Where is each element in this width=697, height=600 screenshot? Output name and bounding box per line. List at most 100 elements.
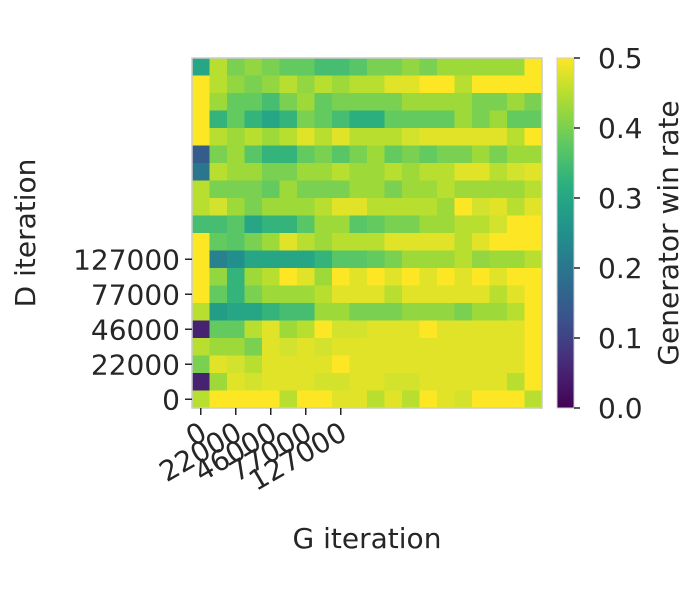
heatmap-cell bbox=[437, 110, 456, 129]
heatmap-cell bbox=[507, 180, 526, 199]
heatmap-cell bbox=[349, 163, 368, 182]
heatmap-cell bbox=[314, 373, 333, 392]
heatmap-cell bbox=[279, 355, 298, 374]
heatmap-cell bbox=[314, 285, 333, 304]
heatmap-cell bbox=[227, 145, 246, 164]
heatmap-cell bbox=[384, 233, 403, 252]
heatmap-cell bbox=[279, 215, 298, 234]
heatmap-cell bbox=[279, 373, 298, 392]
colorbar-ticks: 0.0 0.1 0.2 0.3 0.4 0.5 bbox=[574, 42, 643, 425]
heatmap-cell bbox=[384, 285, 403, 304]
heatmap-cell bbox=[489, 163, 508, 182]
heatmap-cell bbox=[209, 128, 228, 147]
heatmap-cell bbox=[472, 390, 491, 409]
heatmap-cell bbox=[472, 233, 491, 252]
heatmap-cell bbox=[297, 145, 316, 164]
heatmap-cell bbox=[437, 373, 456, 392]
heatmap-cell bbox=[279, 128, 298, 147]
heatmap-cell bbox=[279, 93, 298, 112]
heatmap-cell bbox=[332, 268, 351, 287]
heatmap-cell bbox=[367, 163, 386, 182]
heatmap-cell bbox=[472, 180, 491, 199]
heatmap-cell bbox=[437, 180, 456, 199]
heatmap-cell bbox=[332, 58, 351, 77]
heatmap-cell bbox=[297, 338, 316, 357]
heatmap-cell bbox=[367, 58, 386, 77]
heatmap-cell bbox=[472, 250, 491, 269]
heatmap-cell bbox=[402, 93, 421, 112]
heatmap-cell bbox=[227, 355, 246, 374]
heatmap-cell bbox=[227, 180, 246, 199]
heatmap-cell bbox=[227, 110, 246, 129]
heatmap-cell bbox=[489, 180, 508, 199]
heatmap-cell bbox=[297, 93, 316, 112]
heatmap-cell bbox=[489, 128, 508, 147]
heatmap-cell bbox=[419, 215, 438, 234]
heatmap-cell bbox=[489, 93, 508, 112]
heatmap-cell bbox=[367, 285, 386, 304]
heatmap-cell bbox=[367, 250, 386, 269]
heatmap-cell bbox=[472, 303, 491, 322]
heatmap-cell bbox=[227, 285, 246, 304]
heatmap-cell bbox=[507, 285, 526, 304]
heatmap-cell bbox=[244, 390, 263, 409]
heatmap-cell bbox=[332, 250, 351, 269]
colorbar bbox=[556, 57, 575, 409]
heatmap-cell bbox=[524, 338, 543, 357]
heatmap-cell bbox=[244, 303, 263, 322]
heatmap-cell bbox=[227, 163, 246, 182]
heatmap-cell bbox=[402, 233, 421, 252]
colorbar-tick-label: 0.2 bbox=[598, 252, 643, 285]
heatmap-cell bbox=[262, 128, 281, 147]
colorbar-tick-label: 0.4 bbox=[598, 112, 643, 145]
heatmap-cell bbox=[402, 128, 421, 147]
heatmap-cell bbox=[437, 303, 456, 322]
heatmap-cell bbox=[489, 198, 508, 217]
heatmap-cell bbox=[297, 320, 316, 339]
heatmap-cell bbox=[192, 110, 211, 129]
heatmap-cell bbox=[472, 198, 491, 217]
heatmap-cell bbox=[314, 75, 333, 94]
heatmap-cell bbox=[367, 320, 386, 339]
heatmap-cell bbox=[332, 198, 351, 217]
heatmap-cell bbox=[262, 75, 281, 94]
heatmap-cell bbox=[227, 93, 246, 112]
y-tick-label: 0 bbox=[162, 383, 180, 416]
heatmap-cell bbox=[384, 58, 403, 77]
heatmap-cell bbox=[209, 373, 228, 392]
heatmap-cell bbox=[349, 268, 368, 287]
y-tick-label: 46000 bbox=[91, 313, 180, 346]
heatmap-cell bbox=[384, 163, 403, 182]
heatmap-cell bbox=[507, 268, 526, 287]
heatmap-cell bbox=[489, 110, 508, 129]
heatmap-cell bbox=[314, 338, 333, 357]
heatmap-cell bbox=[437, 163, 456, 182]
heatmap-cell bbox=[507, 58, 526, 77]
heatmap-cell bbox=[402, 250, 421, 269]
heatmap-cell bbox=[524, 373, 543, 392]
heatmap-cell bbox=[314, 58, 333, 77]
y-tick-label: 77000 bbox=[91, 278, 180, 311]
heatmap-cell bbox=[367, 110, 386, 129]
heatmap-cell bbox=[454, 285, 473, 304]
heatmap-cell bbox=[454, 303, 473, 322]
heatmap-cell bbox=[507, 233, 526, 252]
heatmap-cell bbox=[489, 390, 508, 409]
heatmap-cell bbox=[507, 110, 526, 129]
heatmap-cell bbox=[524, 180, 543, 199]
heatmap-cell bbox=[419, 320, 438, 339]
heatmap-cell bbox=[279, 285, 298, 304]
heatmap-cell bbox=[384, 303, 403, 322]
heatmap-cell bbox=[367, 268, 386, 287]
heatmap-cell bbox=[192, 390, 211, 409]
heatmap-cell bbox=[437, 233, 456, 252]
heatmap-cell bbox=[367, 128, 386, 147]
heatmap-cell bbox=[384, 198, 403, 217]
heatmap-cell bbox=[244, 268, 263, 287]
heatmap-cell bbox=[314, 390, 333, 409]
heatmap-cell bbox=[524, 75, 543, 94]
heatmap-cell bbox=[419, 145, 438, 164]
heatmap-cell bbox=[262, 338, 281, 357]
heatmap-cell bbox=[209, 268, 228, 287]
heatmap-cell bbox=[192, 285, 211, 304]
